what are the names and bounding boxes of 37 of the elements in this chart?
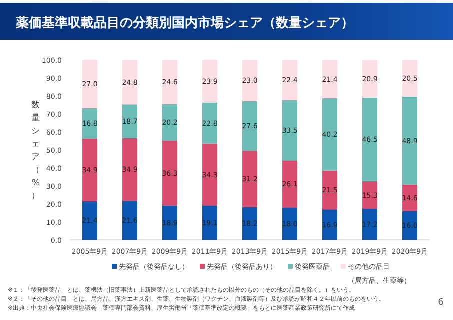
bar xyxy=(122,138,138,202)
bar xyxy=(282,160,298,208)
bar xyxy=(402,60,418,97)
y-axis-title: 数量シェア（%） xyxy=(32,100,40,202)
bar xyxy=(162,140,178,206)
bar xyxy=(242,101,258,152)
bar xyxy=(402,96,418,185)
bar xyxy=(202,102,218,144)
bar xyxy=(122,201,138,240)
chart-title: 薬価基準収載品目の分類別国内市場シェア（数量シェア） xyxy=(15,15,354,31)
bar xyxy=(362,182,378,210)
bar xyxy=(162,104,178,141)
bar xyxy=(242,207,258,240)
bar xyxy=(162,60,178,104)
bar xyxy=(282,60,298,100)
bar xyxy=(402,211,418,240)
bar xyxy=(282,100,298,161)
bar xyxy=(242,151,258,208)
bar xyxy=(162,206,178,240)
bar xyxy=(122,60,138,105)
bar xyxy=(322,210,338,240)
bar xyxy=(242,60,258,102)
bar xyxy=(362,98,378,182)
bar xyxy=(82,138,98,202)
bar xyxy=(322,170,338,210)
bar xyxy=(122,104,138,138)
bar xyxy=(322,98,338,171)
bar xyxy=(362,60,378,98)
bar xyxy=(202,60,218,103)
bar xyxy=(202,144,218,206)
bar xyxy=(362,209,378,240)
bar xyxy=(322,60,338,99)
bar xyxy=(282,208,298,240)
text: 6 xyxy=(438,298,444,308)
bar xyxy=(202,206,218,240)
bar xyxy=(82,201,98,240)
bar xyxy=(82,60,98,108)
